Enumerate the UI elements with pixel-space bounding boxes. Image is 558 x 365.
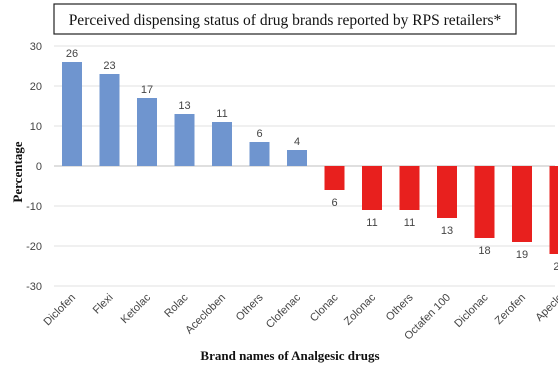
x-tick-label-1: Diclofen (42, 292, 79, 329)
data-label-6: 6 (256, 128, 262, 140)
y-tick-label: -20 (26, 241, 42, 253)
bar-2 (99, 74, 120, 166)
data-label-2: 23 (103, 60, 115, 72)
data-labels: 26 23 17 13 11 6 4 6 11 11 13 18 19 22 (66, 48, 558, 273)
y-tick-label: 30 (30, 41, 42, 53)
bar-6 (249, 142, 270, 166)
data-label-7: 4 (294, 136, 300, 148)
data-label-14: 22 (553, 261, 558, 273)
data-label-12: 18 (478, 245, 490, 257)
y-axis-ticks: 30 20 10 0 -10 -20 -30 (26, 41, 42, 293)
y-tick-label: 0 (36, 161, 42, 173)
chart-title: Perceived dispensing status of drug bran… (69, 12, 502, 29)
bar-14 (549, 166, 558, 254)
y-tick-label: 10 (30, 121, 42, 133)
x-tick-label-6: Others (234, 291, 266, 323)
gridlines (54, 45, 555, 287)
data-label-11: 13 (441, 225, 453, 237)
chart-title-box (53, 3, 517, 35)
y-tick-label: 20 (30, 81, 42, 93)
x-tick-label-2: Flexi (91, 292, 116, 317)
data-label-3: 17 (141, 84, 153, 96)
x-tick-label-14: Apeclo (533, 292, 558, 324)
x-tick-label-12: Diclonac (452, 291, 491, 330)
data-label-5: 11 (216, 108, 227, 120)
bar-3 (137, 98, 157, 166)
data-label-9: 11 (366, 217, 377, 229)
bar-12 (474, 166, 495, 238)
data-label-13: 19 (516, 249, 528, 261)
y-axis-title: Percentage (10, 141, 25, 202)
data-label-10: 11 (404, 217, 415, 229)
bar-9 (362, 166, 382, 210)
y-tick-label: -30 (26, 281, 42, 293)
x-tick-label-5: Acecloben (183, 292, 228, 337)
bar-10 (399, 166, 420, 210)
x-tick-label-3: Ketolac (119, 291, 154, 326)
bar-5 (212, 122, 232, 166)
x-tick-label-8: Clonac (308, 291, 341, 324)
data-label-1: 26 (66, 48, 78, 60)
data-label-8: 6 (331, 197, 337, 209)
x-tick-label-9: Zolonac (342, 291, 379, 328)
bar-7 (287, 150, 307, 166)
x-tick-label-4: Rolac (162, 291, 191, 320)
bar-8 (324, 166, 345, 190)
x-tick-label-13: Zerofen (493, 292, 528, 327)
x-tick-label-10: Others (384, 291, 416, 323)
bar-11 (437, 166, 457, 218)
bar-13 (512, 166, 532, 242)
x-axis-title: Brand names of Analgesic drugs (200, 348, 379, 363)
data-label-4: 13 (178, 100, 190, 112)
y-tick-label: -10 (26, 201, 42, 213)
x-tick-label-7: Clofenac (264, 291, 304, 331)
bar-1 (62, 62, 82, 166)
bars (62, 62, 558, 254)
bar-4 (174, 114, 195, 166)
